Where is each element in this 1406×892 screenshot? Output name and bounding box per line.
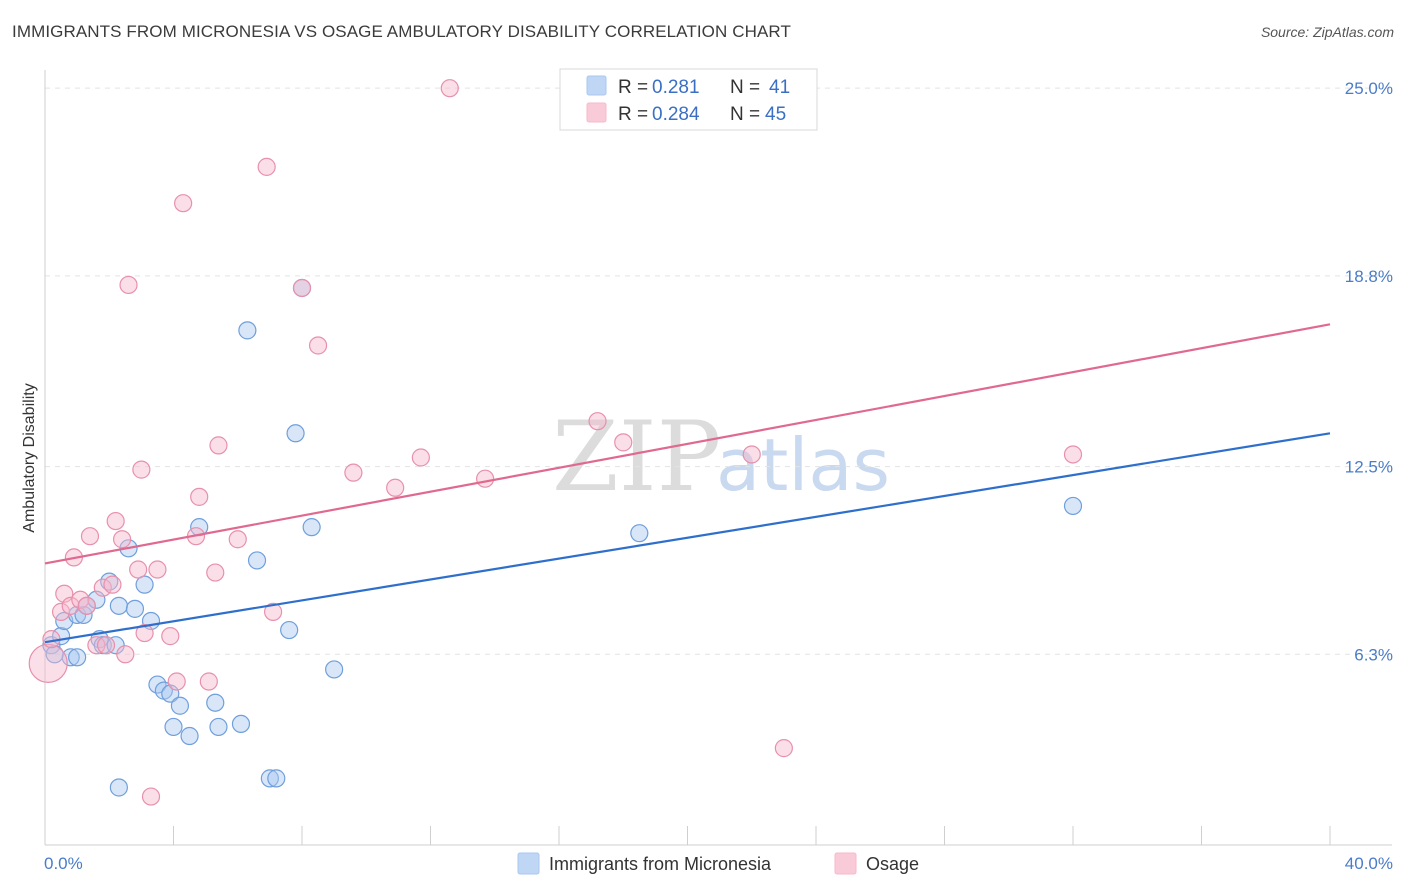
point-osage [257,157,276,176]
y-tick-label: 25.0% [1345,79,1393,98]
legend-n-value-micronesia: 41 [769,77,790,98]
chart-title: IMMIGRANTS FROM MICRONESIA VS OSAGE AMBU… [12,22,791,41]
point-osage [476,469,495,488]
y-tick-label: 6.3% [1354,645,1393,664]
point-micronesia [286,424,305,443]
y-tick-label: 12.5% [1345,458,1393,477]
point-micronesia [106,636,125,655]
point-osage [206,563,225,582]
point-micronesia [267,769,286,788]
watermark-atlas: atlas [716,423,890,507]
point-micronesia [135,575,154,594]
point-osage [87,636,106,655]
point-micronesia [109,778,128,797]
point-micronesia [125,599,145,618]
point-osage [135,623,154,643]
point-micronesia [238,321,257,340]
point-micronesia [206,693,225,712]
point-osage [292,278,312,298]
point-osage [106,511,125,531]
point-osage [148,560,167,579]
trend-lines [44,323,1331,644]
point-osage [96,636,116,655]
point-osage [167,672,186,691]
x-tick-labels: 0.0% 40.0% [44,854,1393,873]
point-micronesia [630,524,649,543]
point-micronesia [180,726,199,746]
y-tick-label: 18.8% [1345,267,1393,286]
point-micronesia [68,648,87,667]
point-micronesia [231,714,251,734]
point-osage [228,530,247,549]
legend-n-value-osage: 45 [765,104,786,125]
bottom-legend-label-osage: Osage [866,854,919,874]
watermark: ZIP atlas [552,401,890,513]
point-micronesia [164,717,183,737]
point-osage [174,194,193,213]
point-micronesia [302,518,321,537]
data-points [28,79,1083,806]
point-osage [411,448,430,467]
point-micronesia [260,769,279,788]
y-axis-label: Ambulatory Disability [21,383,38,532]
point-osage [386,478,405,497]
x-tick-label: 40.0% [1345,854,1393,873]
point-osage [614,433,633,452]
legend-n-label-osage: N = [730,104,760,125]
point-micronesia [1063,496,1083,516]
bottom-legend: Immigrants from Micronesia Osage [517,852,919,875]
point-osage [103,575,122,594]
point-osage [61,596,80,615]
point-micronesia [325,660,344,679]
point-osage [112,530,132,549]
point-osage [132,460,151,479]
point-micronesia [170,696,190,715]
watermark-zip: ZIP [552,401,721,513]
point-micronesia [209,717,228,737]
legend-n-label-micronesia: N = [730,77,760,98]
axes [44,70,1392,846]
point-osage [116,645,135,664]
bottom-legend-swatch-osage [834,852,857,875]
legend: R = 0.281 N = 41 R = 0.284 N = 45 [559,68,818,131]
point-osage [588,412,607,431]
point-osage [77,596,96,615]
point-osage [344,463,363,482]
point-osage [161,627,180,646]
point-micronesia [280,620,299,640]
point-micronesia [109,596,128,615]
source-label: Source: ZipAtlas.com [1260,24,1394,40]
point-osage [742,445,761,464]
trend-line-osage [44,323,1331,565]
point-osage [199,672,218,691]
trend-line-micronesia [44,432,1331,644]
y-tick-labels: 6.3% 12.5% 18.8% 25.0% [1345,79,1393,664]
point-osage [1063,445,1083,464]
point-osage [141,787,161,806]
point-osage [51,602,71,621]
x-ticks [44,826,1331,845]
point-micronesia [247,551,267,570]
point-osage [119,275,138,295]
legend-swatch-osage [586,102,607,123]
bottom-legend-swatch-micronesia [517,852,540,875]
point-osage [190,487,209,506]
point-osage [440,79,459,98]
legend-r-label-osage: R = [618,104,648,125]
gridlines [45,87,1392,655]
point-osage [209,436,228,455]
point-osage [28,643,68,683]
legend-r-label-micronesia: R = [618,77,648,98]
point-osage [263,602,283,621]
legend-r-value-osage: 0.284 [652,104,700,125]
point-osage [774,739,793,758]
point-osage [308,336,328,355]
point-osage [129,560,148,579]
legend-r-value-micronesia: 0.281 [652,77,700,98]
legend-swatch-micronesia [586,75,607,96]
bottom-legend-label-micronesia: Immigrants from Micronesia [549,854,772,874]
point-osage [80,527,100,546]
x-tick-label: 0.0% [44,854,83,873]
